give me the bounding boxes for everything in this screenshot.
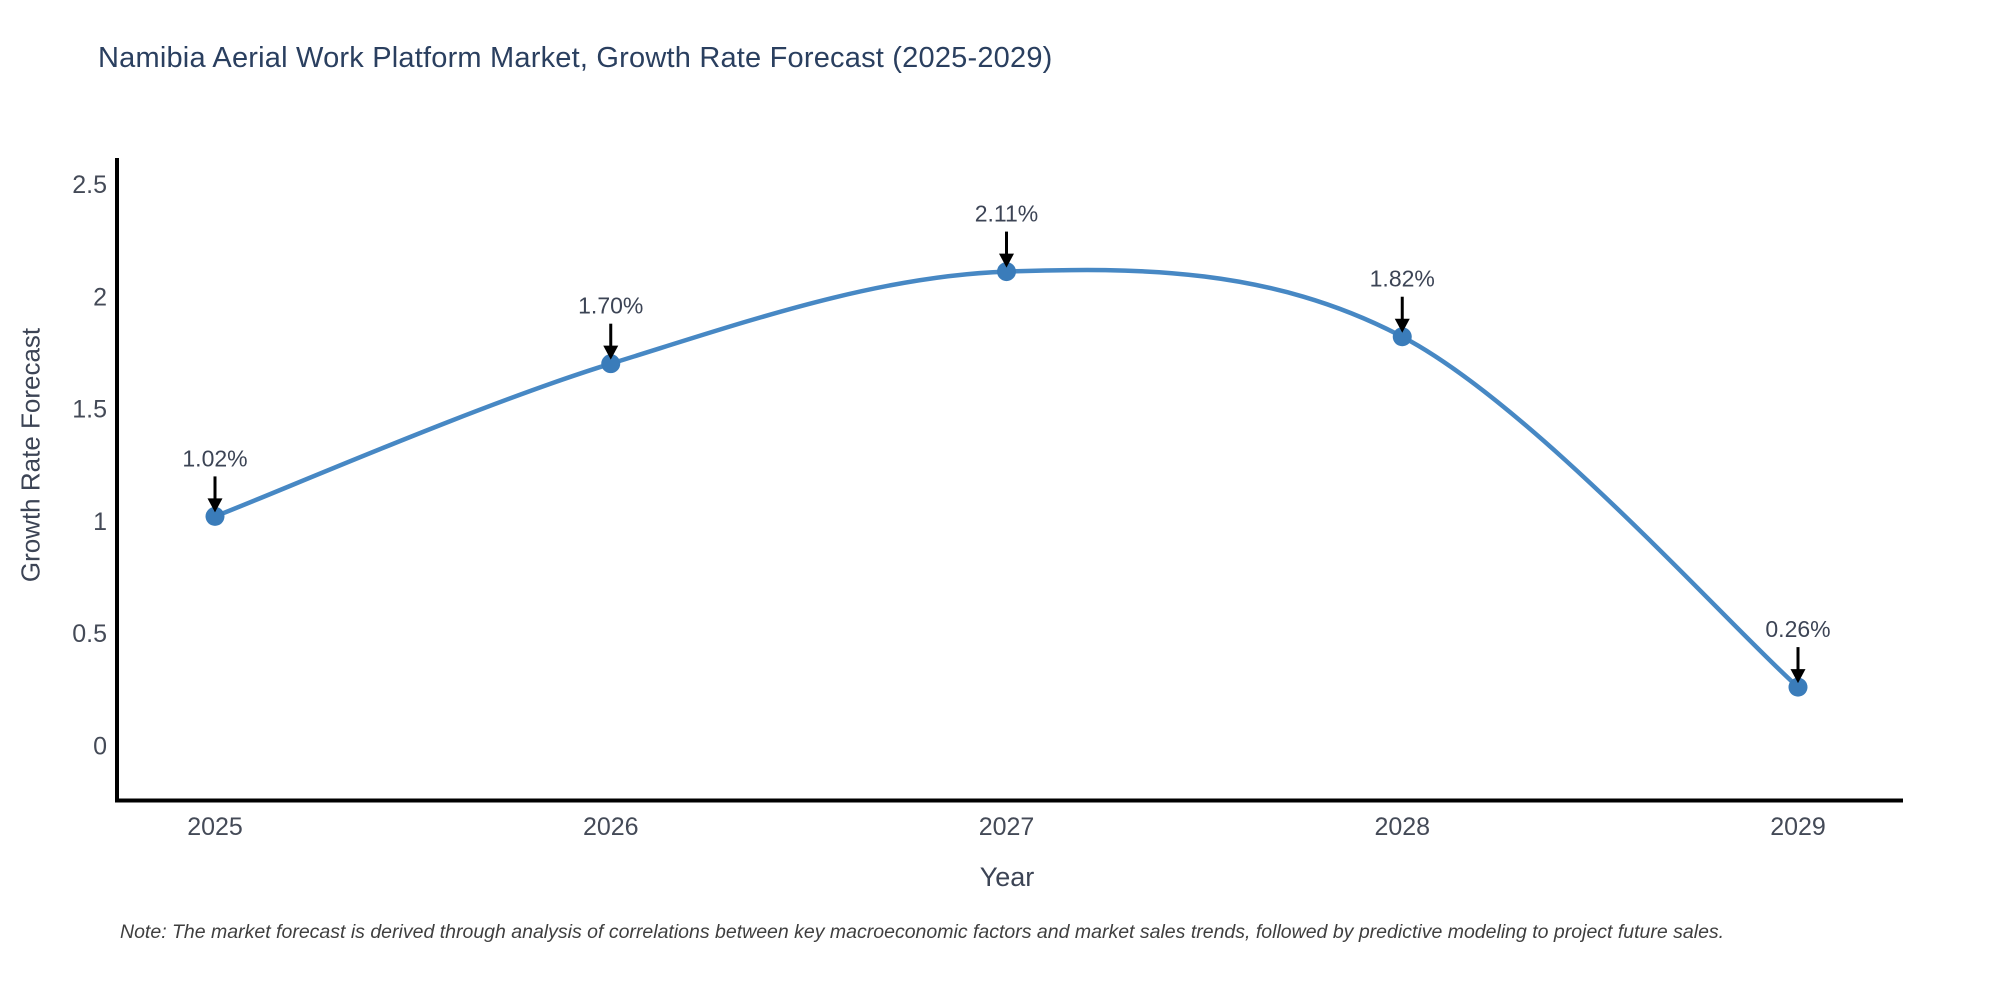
- annotation-arrow-head: [999, 253, 1014, 268]
- x-tick-label: 2029: [1770, 813, 1826, 841]
- point-annotation-label: 1.70%: [578, 293, 643, 319]
- x-tick-label: 2026: [583, 813, 639, 841]
- data-point-marker-2025[interactable]: [205, 506, 225, 526]
- data-point-marker-2029[interactable]: [1788, 677, 1808, 697]
- y-axis-title: Growth Rate Forecast: [15, 327, 46, 583]
- x-tick-label: 2025: [187, 813, 243, 841]
- y-tick-label: 2: [93, 283, 107, 311]
- y-tick-label: 1: [93, 508, 107, 536]
- x-tick-label: 2028: [1374, 813, 1430, 841]
- point-annotation-label: 0.26%: [1765, 616, 1830, 642]
- x-tick-label: 2027: [979, 813, 1035, 841]
- y-tick-label: 0.5: [72, 620, 107, 648]
- chart-title: Namibia Aerial Work Platform Market, Gro…: [98, 42, 1053, 74]
- annotation-arrow-head: [207, 498, 223, 513]
- data-point-marker-2026[interactable]: [601, 354, 621, 374]
- y-tick-label: 2.5: [72, 171, 107, 199]
- y-tick-label: 1.5: [72, 396, 107, 424]
- point-annotation-label: 1.02%: [182, 445, 247, 471]
- point-annotation-label: 1.82%: [1370, 266, 1435, 292]
- y-tick-label: 0: [93, 733, 107, 761]
- chart-footnote: Note: The market forecast is derived thr…: [120, 921, 1725, 943]
- data-point-marker-2027[interactable]: [997, 262, 1016, 282]
- annotation-arrow-head: [603, 345, 619, 360]
- data-point-marker-2028[interactable]: [1392, 327, 1412, 347]
- forecast-line: [212, 267, 1801, 690]
- annotation-arrow-head: [1790, 669, 1806, 684]
- x-axis-title: Year: [979, 862, 1035, 892]
- annotation-arrow-head: [1394, 318, 1410, 333]
- point-annotation-label: 2.11%: [975, 201, 1039, 227]
